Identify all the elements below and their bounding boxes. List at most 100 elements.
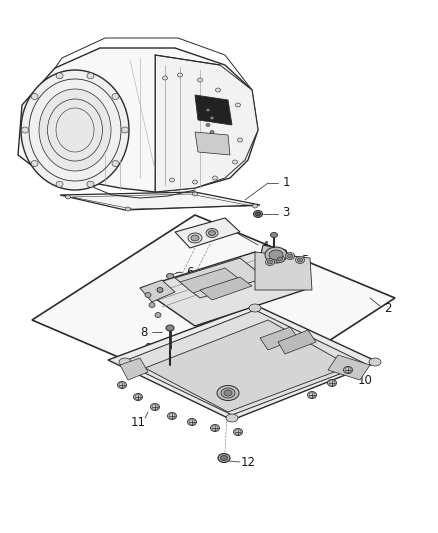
Ellipse shape (221, 388, 235, 398)
Polygon shape (120, 358, 148, 380)
Polygon shape (32, 215, 395, 405)
Ellipse shape (286, 253, 294, 260)
Ellipse shape (192, 192, 198, 196)
Ellipse shape (117, 382, 127, 389)
Ellipse shape (369, 358, 381, 366)
Polygon shape (108, 305, 378, 420)
Ellipse shape (328, 379, 336, 386)
Ellipse shape (271, 232, 278, 238)
Ellipse shape (191, 235, 199, 241)
Ellipse shape (21, 127, 28, 133)
Text: 3: 3 (283, 206, 290, 220)
Ellipse shape (210, 131, 214, 133)
Text: 12: 12 (240, 456, 255, 470)
Text: 8: 8 (140, 326, 148, 338)
Ellipse shape (39, 89, 111, 171)
Ellipse shape (126, 207, 131, 211)
Ellipse shape (167, 413, 177, 419)
Ellipse shape (278, 257, 283, 261)
Polygon shape (200, 277, 252, 300)
Ellipse shape (218, 454, 230, 463)
Ellipse shape (224, 390, 232, 396)
Ellipse shape (233, 160, 237, 164)
Ellipse shape (255, 212, 261, 216)
Ellipse shape (268, 260, 272, 264)
Polygon shape (18, 48, 258, 192)
Ellipse shape (210, 117, 214, 119)
Polygon shape (145, 320, 350, 412)
Ellipse shape (87, 73, 94, 79)
Ellipse shape (56, 73, 63, 79)
Ellipse shape (188, 233, 202, 243)
Ellipse shape (269, 250, 283, 260)
Ellipse shape (252, 204, 258, 208)
Polygon shape (140, 252, 310, 326)
Ellipse shape (87, 181, 94, 187)
Text: 4: 4 (261, 240, 269, 254)
Ellipse shape (187, 418, 197, 425)
Ellipse shape (343, 367, 353, 374)
Polygon shape (260, 327, 298, 350)
Ellipse shape (208, 230, 215, 236)
Text: 2: 2 (384, 302, 392, 314)
Text: 9: 9 (144, 342, 152, 354)
Ellipse shape (192, 180, 198, 184)
Polygon shape (258, 245, 290, 273)
Ellipse shape (296, 256, 304, 263)
Ellipse shape (206, 124, 210, 126)
Polygon shape (175, 218, 240, 248)
Ellipse shape (112, 93, 119, 100)
Ellipse shape (206, 229, 218, 238)
Ellipse shape (119, 358, 131, 366)
Ellipse shape (56, 181, 63, 187)
Ellipse shape (66, 195, 71, 199)
Ellipse shape (145, 293, 151, 297)
Ellipse shape (206, 109, 210, 111)
Ellipse shape (217, 385, 239, 400)
Ellipse shape (265, 259, 275, 265)
Ellipse shape (226, 414, 238, 422)
Ellipse shape (166, 325, 174, 331)
Ellipse shape (237, 138, 243, 142)
Ellipse shape (162, 76, 167, 80)
Ellipse shape (198, 78, 202, 82)
Ellipse shape (254, 211, 262, 217)
Ellipse shape (170, 178, 174, 182)
Polygon shape (140, 280, 175, 302)
Ellipse shape (265, 247, 287, 263)
Ellipse shape (276, 255, 285, 262)
Ellipse shape (287, 254, 293, 258)
Ellipse shape (233, 429, 243, 435)
Ellipse shape (134, 393, 142, 400)
Polygon shape (328, 355, 370, 380)
Polygon shape (195, 132, 230, 155)
Text: 7: 7 (170, 281, 178, 295)
Ellipse shape (166, 273, 173, 279)
Ellipse shape (220, 456, 227, 461)
Ellipse shape (157, 287, 163, 293)
Ellipse shape (21, 70, 129, 190)
Ellipse shape (236, 103, 240, 107)
Polygon shape (122, 310, 366, 415)
Ellipse shape (151, 403, 159, 410)
Polygon shape (255, 252, 312, 290)
Polygon shape (155, 55, 258, 192)
Polygon shape (195, 95, 232, 125)
Polygon shape (180, 268, 238, 293)
Ellipse shape (297, 258, 303, 262)
Text: 11: 11 (131, 416, 145, 429)
Ellipse shape (212, 176, 218, 180)
Ellipse shape (149, 303, 155, 308)
Ellipse shape (307, 392, 317, 399)
Ellipse shape (121, 127, 128, 133)
Polygon shape (175, 258, 265, 298)
Text: 1: 1 (282, 176, 290, 190)
Text: 5: 5 (301, 254, 309, 266)
Ellipse shape (249, 304, 261, 312)
Text: 6: 6 (186, 265, 194, 279)
Ellipse shape (211, 424, 219, 432)
Ellipse shape (215, 88, 220, 92)
Ellipse shape (177, 73, 183, 77)
Ellipse shape (155, 312, 161, 318)
Ellipse shape (31, 160, 38, 166)
